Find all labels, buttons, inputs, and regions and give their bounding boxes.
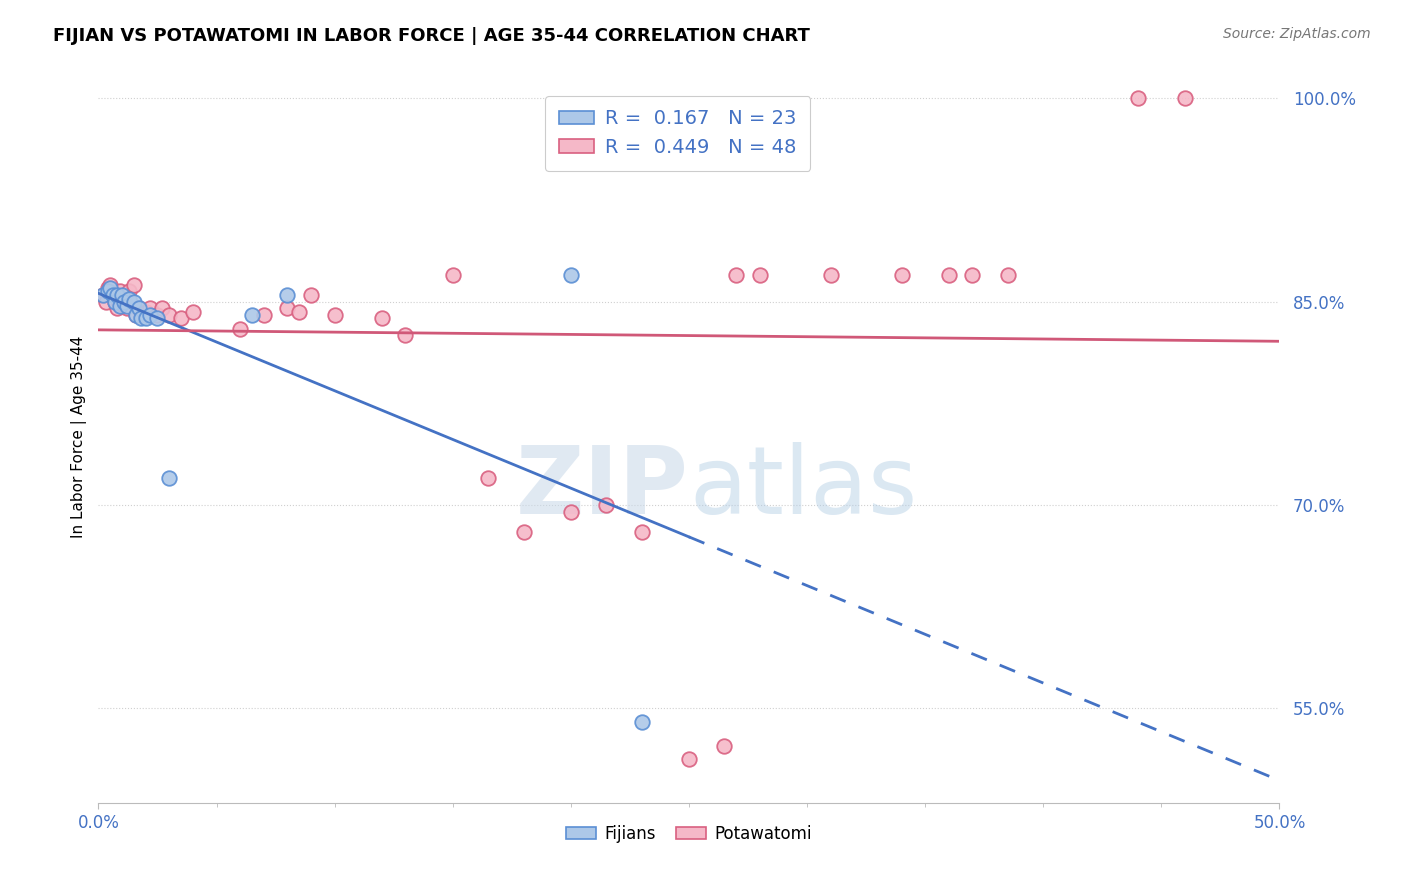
Text: Source: ZipAtlas.com: Source: ZipAtlas.com [1223, 27, 1371, 41]
Point [1174, 91, 1197, 105]
Point [146, 310, 169, 325]
Point [394, 328, 416, 343]
Point [1126, 91, 1149, 105]
Point [890, 268, 912, 282]
Point [139, 308, 162, 322]
Point [125, 308, 148, 322]
Point [288, 305, 311, 319]
Point [135, 310, 157, 325]
Point [962, 268, 984, 282]
Text: atlas: atlas [689, 442, 917, 534]
Point [105, 301, 128, 316]
Point [299, 288, 322, 302]
Text: ZIP: ZIP [516, 442, 689, 534]
Point [512, 524, 534, 539]
Point [118, 284, 141, 298]
Point [97, 281, 120, 295]
Point [101, 288, 124, 302]
Point [157, 308, 180, 322]
Point [125, 308, 148, 322]
Point [104, 294, 127, 309]
Point [477, 471, 499, 485]
Point [630, 524, 652, 539]
Point [997, 268, 1019, 282]
Point [97, 284, 120, 298]
Point [135, 305, 157, 319]
Point [938, 268, 960, 282]
Point [105, 288, 128, 302]
Point [170, 310, 193, 325]
Point [98, 278, 121, 293]
Point [276, 301, 298, 316]
Point [122, 294, 145, 309]
Point [253, 308, 276, 322]
Point [181, 305, 204, 319]
Point [560, 268, 582, 282]
Point [91, 288, 114, 302]
Point [115, 301, 138, 316]
Point [323, 308, 346, 322]
Point [112, 294, 135, 309]
Point [111, 297, 134, 311]
Point [820, 268, 842, 282]
Point [128, 301, 150, 316]
Point [129, 308, 152, 322]
Y-axis label: In Labor Force | Age 35-44: In Labor Force | Age 35-44 [72, 336, 87, 538]
Point [112, 294, 135, 309]
Point [146, 308, 169, 322]
Point [157, 471, 180, 485]
Point [104, 294, 127, 309]
Text: FIJIAN VS POTAWATOMI IN LABOR FORCE | AGE 35-44 CORRELATION CHART: FIJIAN VS POTAWATOMI IN LABOR FORCE | AG… [53, 27, 810, 45]
Point [150, 301, 173, 316]
Point [122, 278, 145, 293]
Point [630, 714, 652, 729]
Point [748, 268, 770, 282]
Point [441, 268, 464, 282]
Point [101, 288, 124, 302]
Point [713, 739, 735, 753]
Point [115, 299, 138, 313]
Point [111, 288, 134, 302]
Point [98, 281, 121, 295]
Point [560, 505, 582, 519]
Point [139, 301, 162, 316]
Point [595, 498, 617, 512]
Point [371, 310, 394, 325]
Point [240, 308, 263, 322]
Point [108, 284, 131, 298]
Point [94, 294, 117, 309]
Point [725, 268, 748, 282]
Point [108, 299, 131, 313]
Point [678, 752, 700, 766]
Point [229, 322, 252, 336]
Point [128, 301, 150, 316]
Point [118, 292, 141, 306]
Legend: Fijians, Potawatomi: Fijians, Potawatomi [560, 818, 818, 849]
Point [276, 288, 298, 302]
Point [129, 310, 152, 325]
Point [91, 288, 114, 302]
